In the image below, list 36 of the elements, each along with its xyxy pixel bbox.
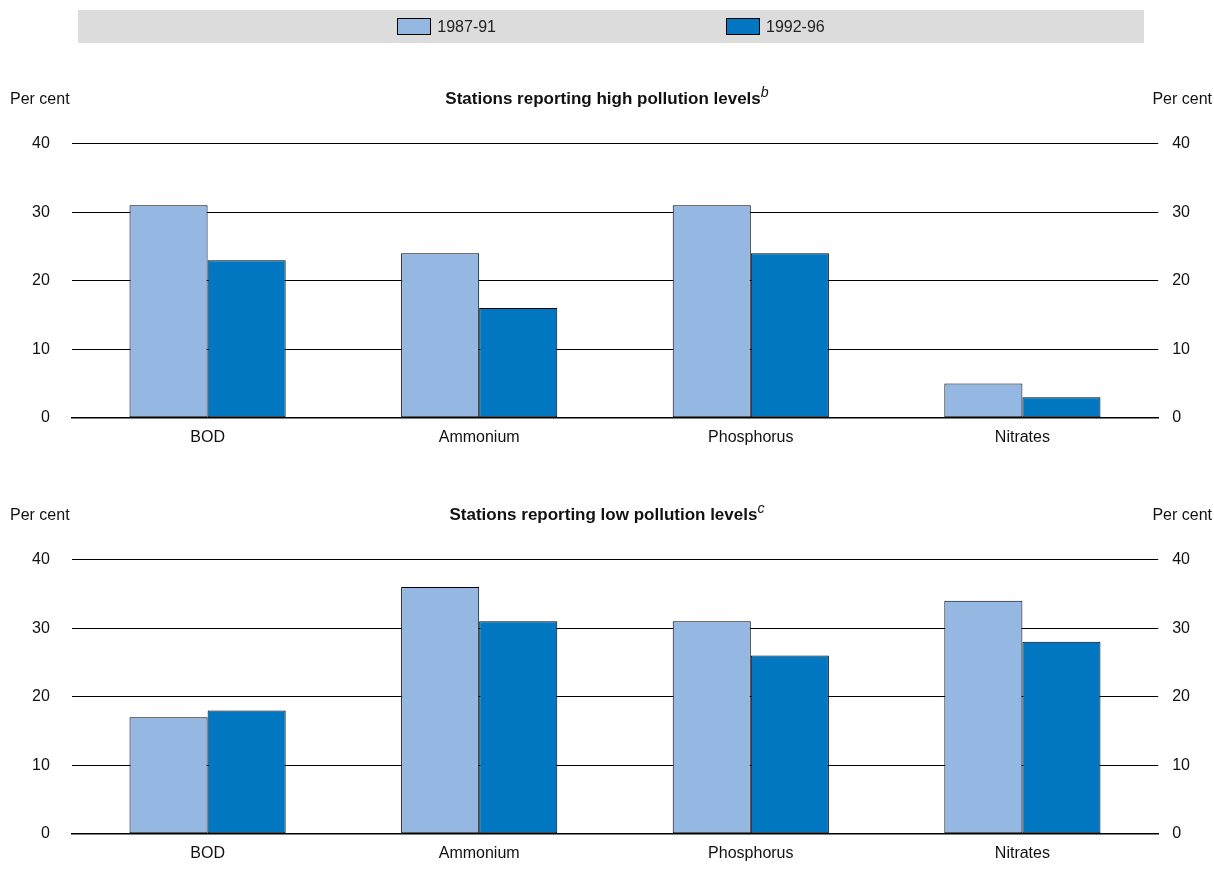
y2-tick-label: 10 [1172,339,1191,357]
x-tick-label: BOD [190,427,225,445]
y-tick-label: 30 [32,618,50,636]
chart-title: Stations reporting high pollution levels$^{b}$ [445,84,769,108]
legend-label: 1987-91 [437,17,496,36]
y-axis-title: Per cent [10,90,70,108]
chart-title: Stations reporting low pollution levels$^{c}$ [449,500,765,524]
y2-tick-label: 0 [1172,824,1182,842]
y-tick-label: 40 [32,134,50,152]
y2-tick-label: 20 [1172,271,1191,289]
x-tick-label: Nitrates [994,427,1050,445]
x-tick-label: Phosphorus [708,843,794,861]
y2-tick-label: 30 [1172,202,1191,220]
y-tick-label: 40 [32,550,50,568]
y2-tick-label: 20 [1172,687,1191,705]
y-tick-label: 0 [40,824,50,842]
y-tick-label: 0 [40,408,50,426]
y2-tick-label: 10 [1172,755,1191,773]
y-tick-label: 20 [32,271,50,289]
y-axis-title: Per cent [10,506,70,524]
y2-tick-label: 40 [1172,134,1191,152]
legend-label: 1992-96 [766,17,825,36]
x-tick-label: Nitrates [994,843,1050,861]
x-tick-label: Phosphorus [708,427,794,445]
y-tick-label: 30 [32,202,50,220]
x-tick-label: Ammonium [438,427,520,445]
y2-axis-title: Per cent [1152,90,1212,108]
y-tick-label: 10 [32,339,50,357]
x-tick-label: BOD [190,843,225,861]
x-tick-label: Ammonium [438,843,520,861]
y2-tick-label: 0 [1172,408,1182,426]
y2-tick-label: 40 [1172,550,1191,568]
y-tick-label: 10 [32,755,50,773]
y2-tick-label: 30 [1172,618,1191,636]
y-tick-label: 20 [32,687,50,705]
y2-axis-title: Per cent [1152,506,1212,524]
